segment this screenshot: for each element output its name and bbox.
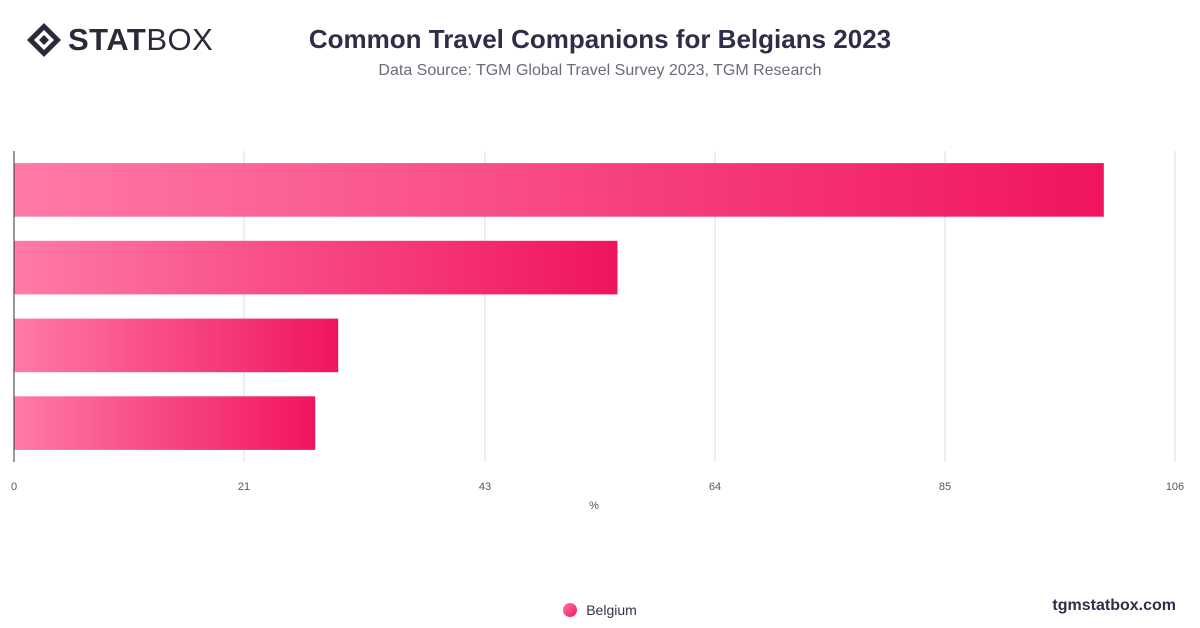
chart-subtitle: Data Source: TGM Global Travel Survey 20… <box>378 62 822 79</box>
x-tick-label: 106 <box>1166 481 1184 493</box>
logo-wordmark: STATBOX <box>68 22 213 58</box>
legend-marker <box>563 603 578 617</box>
legend[interactable]: Belgium <box>0 602 1200 618</box>
bar-4[interactable] <box>14 396 316 450</box>
bar-1[interactable] <box>14 163 1104 217</box>
x-tick-label: 21 <box>238 481 250 493</box>
logo-wordmark-bold: STAT <box>68 22 147 57</box>
statbox-logo: STATBOX <box>26 22 213 58</box>
x-tick-label: 0 <box>11 481 17 493</box>
site-url: tgmstatbox.com <box>1052 597 1176 614</box>
x-tick-label: 64 <box>709 481 721 493</box>
chart-title: Common Travel Companions for Belgians 20… <box>308 24 892 54</box>
x-tick-label: 85 <box>939 481 951 493</box>
diamond-logo-icon <box>27 23 61 57</box>
x-axis-label: % <box>589 500 599 512</box>
logo-wordmark-light: BOX <box>146 22 214 57</box>
bar-3[interactable] <box>14 318 339 373</box>
x-tick-label: 43 <box>479 481 491 493</box>
legend-label-belgium: Belgium <box>586 602 637 618</box>
bar-2[interactable] <box>14 240 618 295</box>
